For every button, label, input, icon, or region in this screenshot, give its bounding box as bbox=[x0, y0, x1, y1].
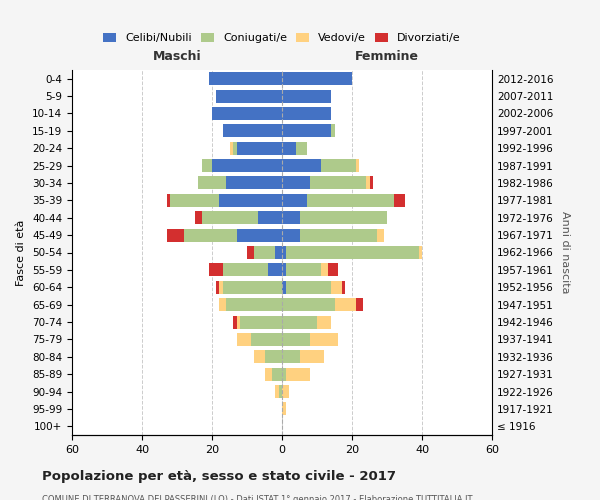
Bar bbox=[236, 142, 282, 154]
Text: COMUNE DI TERRANOVA DEI PASSERINI (LO) - Dati ISTAT 1° gennaio 2017 - Elaborazio: COMUNE DI TERRANOVA DEI PASSERINI (LO) -… bbox=[42, 495, 473, 500]
Bar bbox=[282, 333, 310, 346]
Y-axis label: Fasce di età: Fasce di età bbox=[16, 220, 26, 286]
Bar bbox=[307, 194, 394, 207]
Bar bbox=[251, 333, 282, 346]
Bar bbox=[233, 316, 236, 328]
Bar bbox=[215, 90, 282, 102]
Legend: Celibi/Nubili, Coniugati/e, Vedovi/e, Divorziati/e: Celibi/Nubili, Coniugati/e, Vedovi/e, Di… bbox=[99, 28, 465, 48]
Bar bbox=[202, 211, 257, 224]
Bar bbox=[282, 298, 335, 311]
Bar bbox=[331, 124, 335, 138]
Bar bbox=[282, 90, 331, 102]
Bar bbox=[229, 142, 233, 154]
Bar bbox=[254, 350, 265, 364]
Y-axis label: Anni di nascita: Anni di nascita bbox=[560, 211, 570, 294]
Text: Popolazione per età, sesso e stato civile - 2017: Popolazione per età, sesso e stato civil… bbox=[42, 470, 396, 483]
Bar bbox=[419, 246, 422, 259]
Bar bbox=[394, 194, 404, 207]
Bar bbox=[366, 176, 370, 190]
Bar bbox=[317, 316, 331, 328]
Bar bbox=[282, 246, 286, 259]
Bar bbox=[296, 142, 307, 154]
Bar bbox=[299, 211, 387, 224]
Bar bbox=[299, 350, 324, 364]
Bar bbox=[167, 194, 170, 207]
Bar bbox=[282, 228, 299, 241]
Bar bbox=[226, 176, 282, 190]
Bar bbox=[170, 194, 219, 207]
Bar bbox=[236, 333, 251, 346]
Bar bbox=[282, 402, 286, 415]
Bar bbox=[236, 228, 282, 241]
Bar bbox=[268, 264, 282, 276]
Bar bbox=[282, 211, 299, 224]
Bar bbox=[233, 142, 236, 154]
Bar bbox=[223, 124, 282, 138]
Bar bbox=[219, 298, 226, 311]
Bar bbox=[282, 124, 331, 138]
Text: Maschi: Maschi bbox=[152, 50, 202, 63]
Bar bbox=[265, 350, 282, 364]
Bar bbox=[240, 316, 282, 328]
Bar bbox=[286, 368, 310, 380]
Bar bbox=[328, 264, 338, 276]
Bar bbox=[278, 385, 282, 398]
Bar bbox=[282, 194, 307, 207]
Bar bbox=[282, 350, 299, 364]
Bar bbox=[299, 228, 377, 241]
Bar bbox=[257, 211, 282, 224]
Bar bbox=[209, 72, 282, 85]
Bar bbox=[194, 211, 202, 224]
Bar bbox=[215, 280, 219, 294]
Bar bbox=[320, 264, 328, 276]
Bar bbox=[247, 246, 254, 259]
Bar bbox=[223, 264, 268, 276]
Bar bbox=[282, 385, 289, 398]
Text: Femmine: Femmine bbox=[355, 50, 419, 63]
Bar bbox=[223, 280, 282, 294]
Bar bbox=[355, 298, 362, 311]
Bar bbox=[282, 280, 286, 294]
Bar bbox=[209, 264, 223, 276]
Bar bbox=[282, 107, 331, 120]
Bar bbox=[282, 368, 286, 380]
Bar bbox=[212, 107, 282, 120]
Bar bbox=[212, 159, 282, 172]
Bar bbox=[370, 176, 373, 190]
Bar bbox=[282, 264, 286, 276]
Bar bbox=[310, 333, 338, 346]
Bar bbox=[265, 368, 271, 380]
Bar bbox=[226, 298, 282, 311]
Bar bbox=[271, 368, 282, 380]
Bar bbox=[320, 159, 355, 172]
Bar bbox=[310, 176, 366, 190]
Bar bbox=[219, 280, 223, 294]
Bar bbox=[254, 246, 275, 259]
Bar bbox=[282, 316, 317, 328]
Bar bbox=[282, 159, 320, 172]
Bar bbox=[167, 228, 184, 241]
Bar bbox=[341, 280, 345, 294]
Bar bbox=[282, 142, 296, 154]
Bar bbox=[184, 228, 236, 241]
Bar bbox=[275, 246, 282, 259]
Bar bbox=[198, 176, 226, 190]
Bar bbox=[219, 194, 282, 207]
Bar bbox=[282, 72, 352, 85]
Bar bbox=[275, 385, 278, 398]
Bar bbox=[331, 280, 341, 294]
Bar bbox=[282, 176, 310, 190]
Bar bbox=[355, 159, 359, 172]
Bar bbox=[202, 159, 212, 172]
Bar bbox=[236, 316, 240, 328]
Bar bbox=[286, 246, 419, 259]
Bar bbox=[286, 280, 331, 294]
Bar bbox=[286, 264, 320, 276]
Bar bbox=[335, 298, 355, 311]
Bar bbox=[377, 228, 383, 241]
